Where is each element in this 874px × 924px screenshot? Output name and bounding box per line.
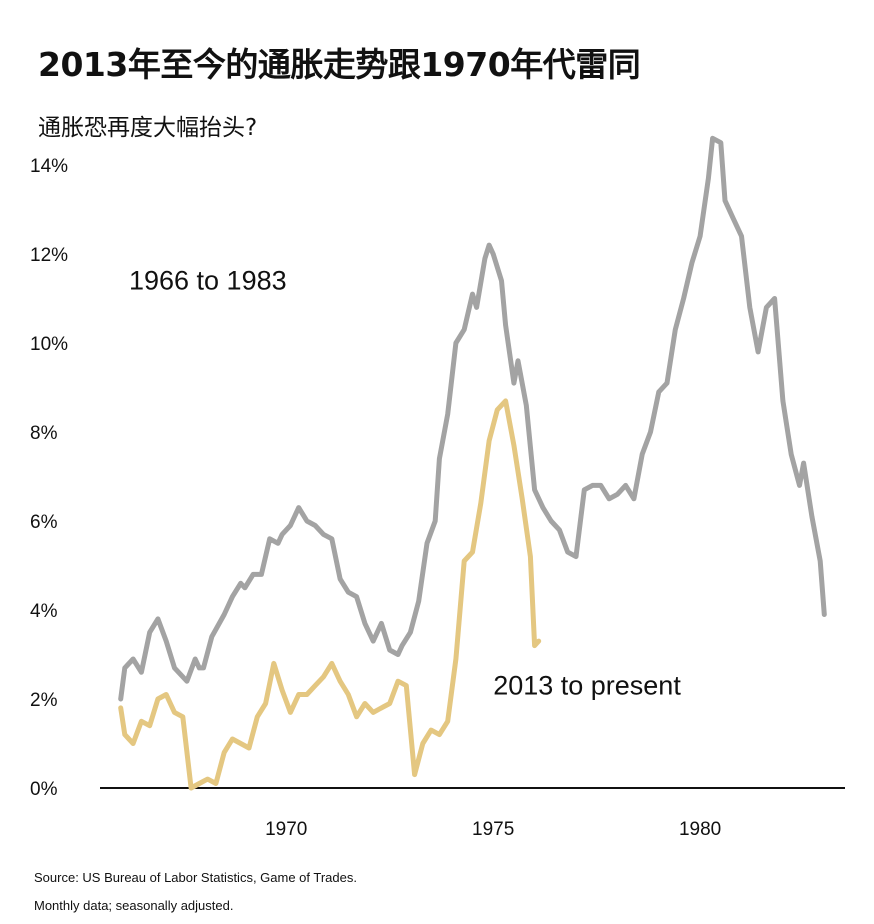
x-tick-label: 1980 [679, 819, 721, 840]
y-tick-label: 2% [30, 690, 58, 711]
chart-title: 2013年至今的通胀走势跟1970年代雷同 [38, 45, 641, 84]
y-tick-label: 6% [30, 512, 58, 533]
y-tick-label: 4% [30, 601, 58, 622]
y-tick-label: 12% [30, 245, 68, 266]
series-layer [118, 135, 827, 791]
source-note: Source: US Bureau of Labor Statistics, G… [34, 870, 357, 885]
y-tick-label: 0% [30, 779, 58, 800]
series-line-2013-present [118, 398, 542, 791]
annotation-label: 1966 to 1983 [129, 266, 287, 296]
y-tick-label: 10% [30, 334, 68, 355]
x-tick-label: 1975 [472, 819, 514, 840]
y-tick-label: 14% [30, 156, 68, 177]
y-axis-ticks: 0% 2% 4% 6% 8% 10% 12% 14% [30, 156, 68, 800]
y-tick-label: 8% [30, 423, 58, 444]
annotation-layer: 1966 to 1983 2013 to present [129, 266, 681, 701]
chart-subtitle: 通胀恐再度大幅抬头? [38, 115, 258, 141]
x-tick-label: 1970 [265, 819, 307, 840]
x-axis-ticks: 1970 1975 1980 [265, 819, 721, 840]
annotation-label: 2013 to present [493, 671, 681, 701]
series-line-1966-1983 [118, 135, 827, 702]
data-note: Monthly data; seasonally adjusted. [34, 898, 234, 913]
